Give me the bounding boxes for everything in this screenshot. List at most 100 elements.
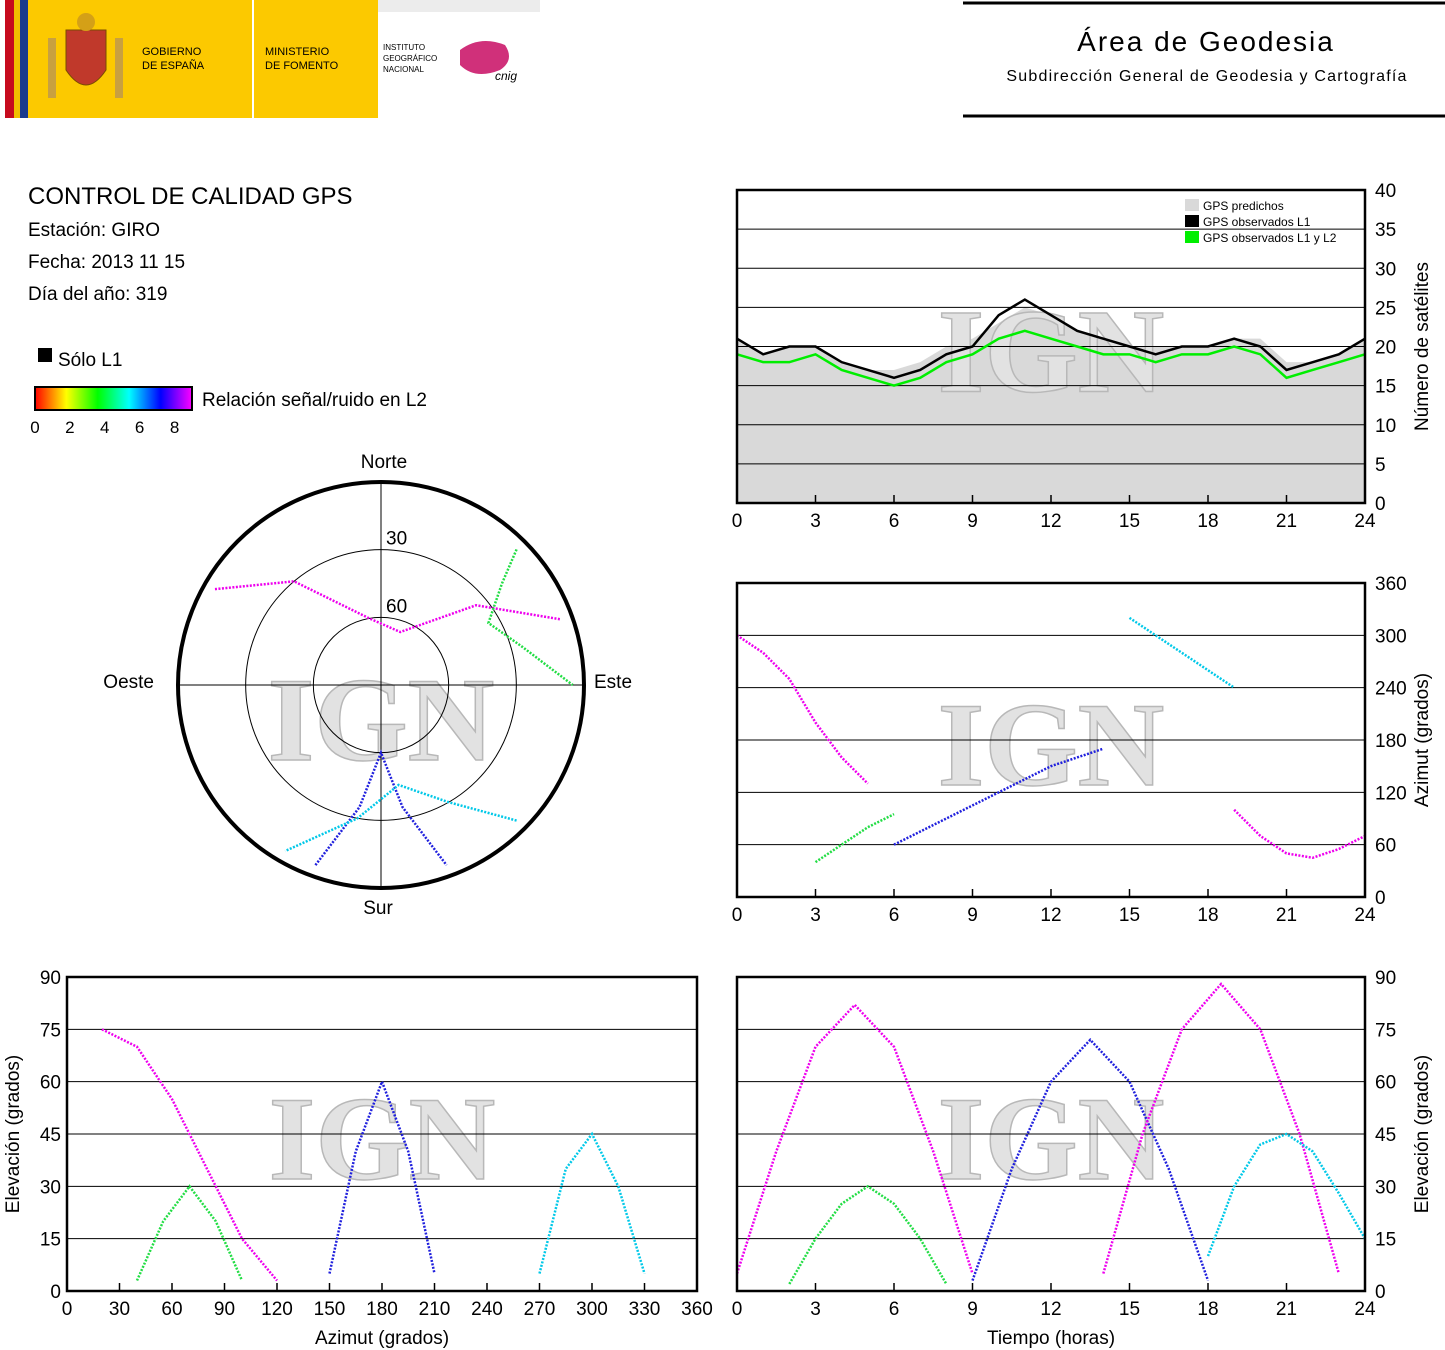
y-tick-label: 90	[40, 968, 61, 989]
snr-tick-label: 6	[135, 418, 144, 437]
ministry-line: DE FOMENTO	[265, 60, 339, 72]
elevation-ring	[245, 549, 517, 821]
x-tick-label: 6	[889, 1299, 900, 1320]
line	[736, 329, 1366, 387]
y-tick-label: 240	[1375, 679, 1407, 700]
x-tick-label: 0	[732, 1299, 743, 1320]
snr-tick-label: 2	[65, 418, 74, 437]
header-title: Área de Geodesia	[1077, 26, 1335, 57]
cnig-logo	[460, 41, 509, 74]
legend-swatch	[1185, 215, 1199, 227]
cnig-text: cnig	[495, 69, 517, 83]
x-tick-label: 360	[681, 1299, 713, 1320]
y-axis-label: Elevación (grados)	[1412, 1055, 1433, 1213]
snr-label: Relación señal/ruido en L2	[202, 390, 427, 411]
institute-line: NACIONAL	[383, 65, 424, 74]
x-tick-label: 18	[1197, 905, 1218, 926]
x-tick-label: 21	[1276, 905, 1297, 926]
x-tick-label: 15	[1119, 1299, 1140, 1320]
track	[814, 813, 895, 864]
x-tick-label: 90	[214, 1299, 235, 1320]
coat-of-arms	[48, 13, 123, 98]
track	[135, 1184, 244, 1282]
x-tick-label: 3	[810, 511, 821, 532]
x-tick-label: 120	[261, 1299, 293, 1320]
y-tick-label: 0	[50, 1282, 61, 1303]
y-axis-label: Azimut (grados)	[1412, 673, 1433, 807]
l1-swatch	[38, 348, 52, 362]
y-tick-label: 60	[40, 1073, 61, 1094]
y-tick-label: 30	[1375, 1177, 1396, 1198]
track	[101, 1028, 278, 1282]
x-tick-label: 21	[1276, 511, 1297, 532]
y-tick-label: 20	[1375, 338, 1396, 359]
x-tick-label: 0	[732, 905, 743, 926]
track	[1233, 808, 1366, 860]
x-tick-label: 15	[1119, 511, 1140, 532]
x-axis-label: Tiempo (horas)	[987, 1328, 1115, 1349]
y-axis-label: Elevación (grados)	[3, 1055, 24, 1213]
y-tick-label: 15	[1375, 377, 1396, 398]
x-tick-label: 24	[1354, 905, 1376, 926]
gov-line: GOBIERNO	[142, 46, 202, 58]
x-tick-label: 9	[967, 511, 978, 532]
x-tick-label: 0	[62, 1299, 73, 1320]
watermark: IGN	[938, 285, 1165, 418]
header-subtitle: Subdirección General de Geodesia y Carto…	[1006, 68, 1407, 85]
x-tick-label: 0	[732, 511, 743, 532]
x-tick-label: 300	[576, 1299, 608, 1320]
plot-layer: IGN	[66, 976, 698, 1292]
x-tick-label: 30	[109, 1299, 130, 1320]
plot-frame	[65, 975, 699, 1293]
direction-label: Sur	[363, 898, 393, 919]
track	[538, 1131, 646, 1274]
track	[284, 783, 517, 853]
track	[314, 749, 448, 866]
y-tick-label: 75	[1375, 1020, 1396, 1041]
x-tick-label: 12	[1040, 905, 1061, 926]
y-axis-label: Número de satélites	[1412, 262, 1433, 431]
track	[328, 1078, 436, 1274]
x-tick-label: 21	[1276, 1299, 1297, 1320]
y-tick-label: 30	[1375, 259, 1396, 280]
plot-frame	[735, 188, 1367, 505]
x-tick-label: 15	[1119, 905, 1140, 926]
x-tick-label: 60	[161, 1299, 182, 1320]
x-tick-label: 18	[1197, 1299, 1218, 1320]
watermark: IGN	[938, 1072, 1165, 1205]
legend-label: GPS observados L1	[1203, 215, 1311, 229]
track	[736, 634, 869, 785]
x-tick-label: 12	[1040, 1299, 1061, 1320]
track	[971, 1037, 1210, 1281]
track	[486, 548, 574, 686]
track	[893, 747, 1104, 846]
x-tick-label: 24	[1354, 1299, 1376, 1320]
y-tick-label: 180	[1375, 731, 1407, 752]
watermark: IGN	[938, 678, 1165, 811]
x-tick-label: 330	[629, 1299, 661, 1320]
watermark: IGN	[269, 1072, 496, 1205]
x-tick-label: 150	[314, 1299, 346, 1320]
x-tick-label: 6	[889, 511, 900, 532]
y-tick-label: 35	[1375, 220, 1396, 241]
y-tick-label: 90	[1375, 968, 1396, 989]
y-tick-label: 45	[40, 1125, 61, 1146]
x-tick-label: 210	[419, 1299, 451, 1320]
info-line: Fecha: 2013 11 15	[28, 252, 185, 273]
track	[1206, 1132, 1367, 1257]
x-tick-label: 240	[471, 1299, 503, 1320]
x-tick-label: 180	[366, 1299, 398, 1320]
plot-layer: IGN	[736, 582, 1366, 898]
x-tick-label: 270	[524, 1299, 556, 1320]
ring-label: 30	[386, 529, 407, 550]
plot-frame	[735, 975, 1367, 1293]
x-tick-label: 12	[1040, 511, 1061, 532]
x-tick-label: 3	[810, 1299, 821, 1320]
legend-swatch	[1185, 231, 1199, 243]
y-tick-label: 60	[1375, 836, 1396, 857]
area	[737, 307, 1365, 503]
y-tick-label: 15	[1375, 1230, 1396, 1251]
x-axis-label: Azimut (grados)	[315, 1328, 449, 1349]
